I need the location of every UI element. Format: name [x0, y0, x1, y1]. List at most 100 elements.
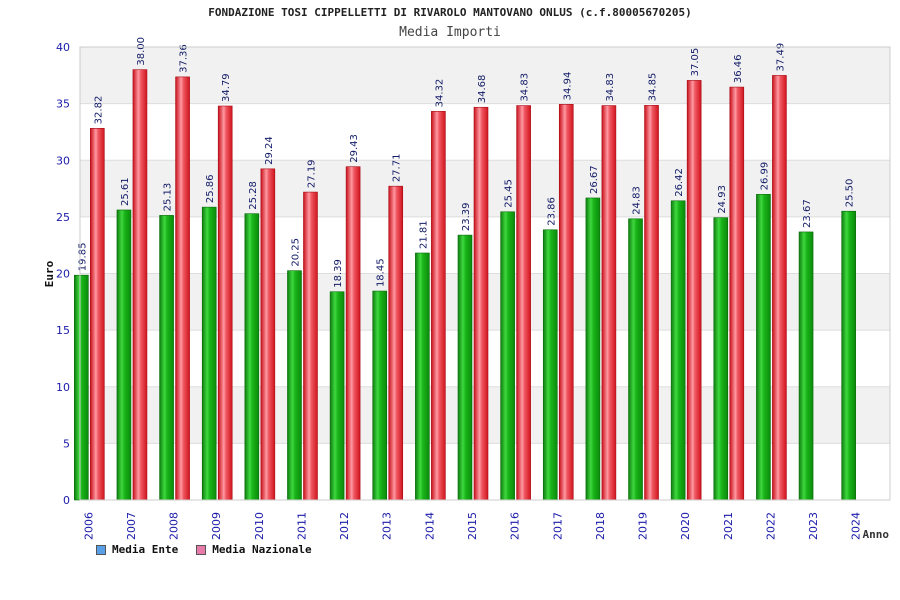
data-label: 34.85 — [648, 73, 659, 102]
data-label: 36.46 — [733, 54, 744, 83]
legend: Media Ente Media Nazionale — [96, 543, 312, 556]
data-label: 37.05 — [690, 48, 701, 77]
axes: 0 5 10 15 20 25 30 35 40 Euro Anno 2006 2007 2008 2009… — [43, 41, 891, 541]
data-label: 23.86 — [546, 197, 557, 226]
x-tick-label: 2012 — [338, 512, 351, 540]
legend-swatch-nazionale — [196, 544, 207, 555]
bar-media-ente — [244, 213, 260, 501]
bar-media-ente — [756, 194, 771, 501]
data-label: 23.67 — [802, 199, 813, 228]
bar-media-nazionale — [175, 76, 190, 501]
y-tick-label: 30 — [56, 154, 70, 167]
bar-media-ente — [201, 206, 217, 501]
legend-swatch-ente — [96, 544, 106, 555]
bar-media-nazionale — [558, 104, 574, 501]
bar-media-ente — [542, 229, 558, 501]
data-label: 29.24 — [264, 136, 275, 165]
data-label: 34.68 — [477, 75, 488, 104]
bar-media-nazionale — [217, 105, 233, 501]
data-label: 19.85 — [77, 243, 88, 272]
data-label: 24.93 — [717, 185, 728, 214]
x-tick-label: 2006 — [82, 512, 95, 540]
bar-media-nazionale — [686, 80, 702, 501]
bar-media-ente — [287, 270, 302, 501]
data-label: 27.71 — [392, 154, 403, 183]
data-label: 25.13 — [163, 183, 174, 212]
bar-media-ente — [585, 197, 601, 501]
x-tick-label: 2020 — [679, 512, 692, 540]
x-tick-label: 2010 — [253, 512, 266, 540]
bar-media-nazionale — [729, 86, 745, 501]
data-label: 26.99 — [759, 162, 770, 191]
x-tick-label: 2023 — [807, 512, 820, 540]
x-axis-label: Anno — [863, 528, 890, 541]
data-label: 34.94 — [562, 72, 573, 101]
data-label: 34.83 — [605, 73, 616, 102]
bar-media-ente — [372, 290, 388, 501]
bar-media-nazionale — [516, 105, 531, 501]
data-label: 26.42 — [674, 168, 685, 197]
x-tick-label: 2022 — [764, 512, 777, 540]
y-tick-label: 0 — [63, 494, 70, 507]
legend-label-nazionale: Media Nazionale — [212, 543, 312, 556]
x-tick-label: 2015 — [466, 512, 479, 540]
bar-media-ente — [713, 217, 729, 501]
data-label: 29.43 — [349, 134, 360, 163]
data-label: 34.79 — [221, 73, 232, 102]
data-label: 25.61 — [120, 177, 131, 206]
x-tick-label: 2013 — [381, 512, 394, 540]
x-tick-label: 2019 — [637, 512, 650, 540]
data-label: 38.00 — [136, 37, 147, 66]
data-label: 25.28 — [248, 181, 259, 210]
bar-media-nazionale — [431, 111, 446, 501]
legend-item-ente: Media Ente — [96, 543, 178, 556]
data-label: 37.49 — [775, 43, 786, 72]
legend-label-ente: Media Ente — [112, 543, 179, 556]
bar-media-ente — [457, 234, 473, 501]
plot-border — [79, 46, 891, 501]
data-label: 32.82 — [93, 96, 104, 125]
bar-media-nazionale — [303, 191, 318, 501]
x-tick-label: 2011 — [295, 512, 308, 540]
y-tick-label: 5 — [63, 437, 70, 450]
x-tick-label: 2009 — [210, 512, 223, 540]
x-tick-label: 2014 — [423, 512, 436, 540]
bar-media-nazionale — [260, 168, 276, 501]
data-label: 25.86 — [205, 174, 216, 203]
data-label: 21.81 — [418, 220, 429, 249]
x-tick-label: 2016 — [509, 512, 522, 540]
bar-media-ente — [329, 291, 345, 501]
y-tick-label: 20 — [56, 268, 70, 281]
data-labels: 19.85 32.82 25.61 38.00 25.13 37.36 25.86 34.79… — [77, 37, 855, 288]
grid-band — [80, 47, 890, 104]
chart-title: FONDAZIONE TOSI CIPPELLETTI DI RIVAROLO … — [208, 6, 692, 19]
x-tick-label: 2024 — [850, 512, 863, 540]
data-label: 20.25 — [290, 238, 301, 267]
bar-media-nazionale — [601, 105, 617, 501]
data-label: 18.45 — [376, 258, 387, 287]
bar-media-nazionale — [644, 105, 659, 501]
x-tick-label: 2008 — [168, 512, 181, 540]
chart-subtitle: Media Importi — [399, 25, 501, 40]
bar-media-nazionale — [473, 106, 489, 501]
bar-media-ente — [116, 209, 132, 501]
x-tick-label: 2017 — [551, 512, 564, 540]
data-label: 24.83 — [632, 186, 643, 215]
bar-media-ente — [841, 210, 856, 501]
data-label: 25.50 — [845, 179, 856, 208]
bar-media-ente — [74, 274, 89, 501]
bar-media-nazionale — [388, 185, 404, 501]
bar-media-ente — [670, 200, 686, 501]
data-label: 27.19 — [306, 159, 317, 188]
data-label: 34.83 — [520, 73, 531, 102]
y-tick-label: 15 — [56, 324, 70, 337]
data-label: 26.67 — [589, 165, 600, 194]
y-tick-label: 10 — [56, 381, 70, 394]
data-label: 18.39 — [333, 259, 344, 288]
data-label: 25.45 — [504, 179, 515, 208]
data-label: 37.36 — [179, 44, 190, 73]
bar-media-nazionale — [132, 69, 148, 501]
bar-media-ente — [415, 252, 430, 501]
bar-media-nazionale — [345, 166, 361, 501]
